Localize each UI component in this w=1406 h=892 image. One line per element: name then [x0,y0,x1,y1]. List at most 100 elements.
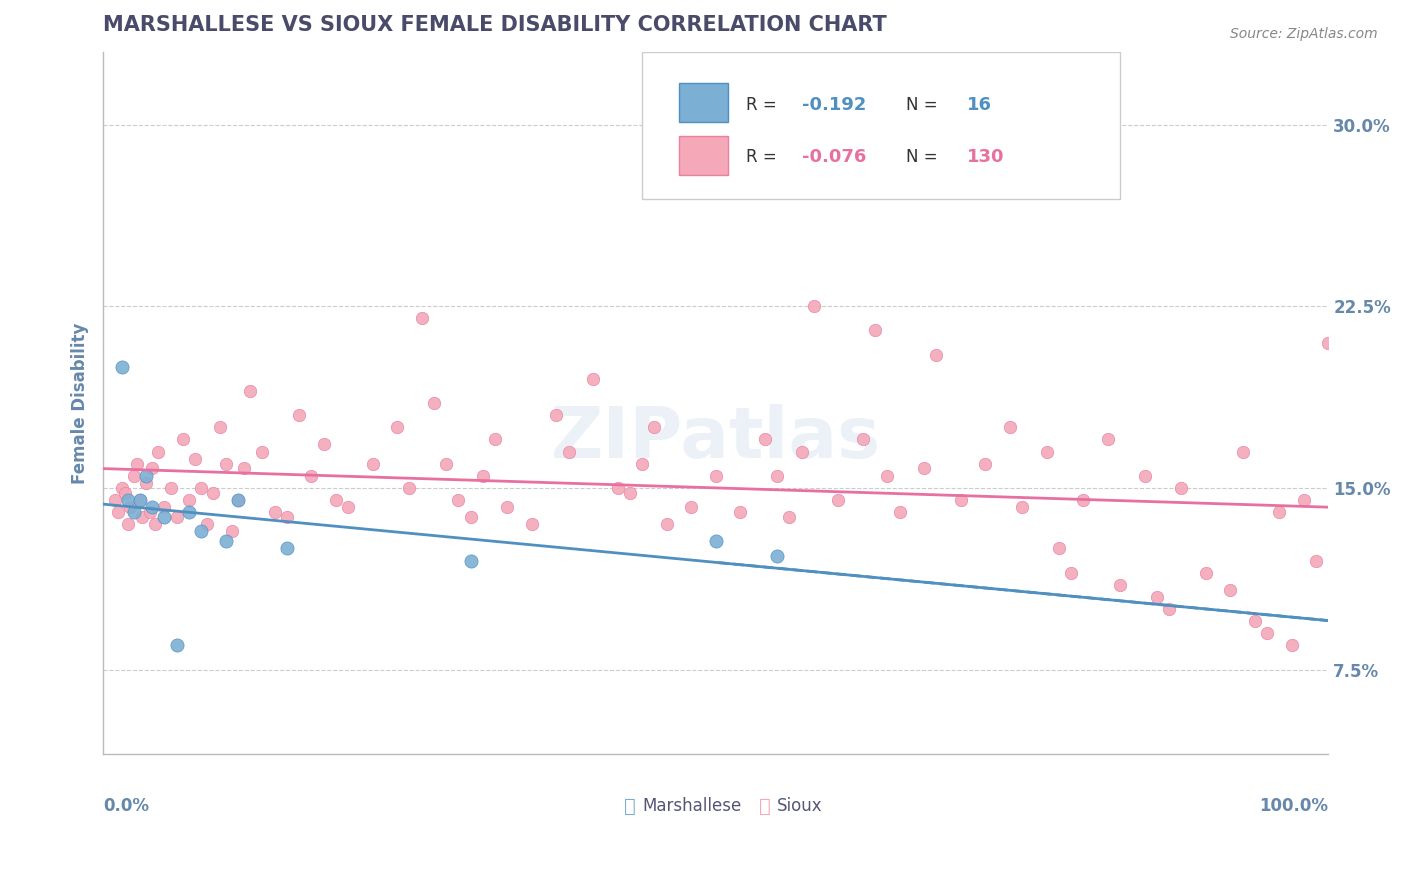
Point [704,468,727,483]
Text: R =: R = [747,148,782,166]
Text: Sioux: Sioux [778,797,823,814]
Point [852,433,875,447]
Point [1219,582,1241,597]
Point [159,481,181,495]
Point [460,553,482,567]
Point [704,534,727,549]
Point [766,549,789,563]
Point [974,457,997,471]
Point [127,457,149,471]
Point [484,433,506,447]
Text: 16: 16 [967,95,993,113]
Point [558,444,581,458]
Point [177,493,200,508]
Point [876,468,898,483]
FancyBboxPatch shape [679,136,728,175]
Text: ⬜: ⬜ [759,797,770,815]
Point [1146,590,1168,604]
Point [423,396,446,410]
Point [288,408,311,422]
Point [1073,493,1095,508]
Point [226,493,249,508]
Point [655,517,678,532]
Point [681,500,703,515]
Point [361,457,384,471]
Point [385,420,408,434]
Text: ⬜: ⬜ [624,797,636,815]
Point [141,500,163,515]
Point [582,372,605,386]
Point [110,359,132,374]
Point [117,493,139,508]
Text: Source: ZipAtlas.com: Source: ZipAtlas.com [1230,27,1378,41]
Text: R =: R = [747,95,782,113]
Text: 130: 130 [967,148,1004,166]
Point [398,481,420,495]
Point [141,461,163,475]
Point [766,468,789,483]
Point [1097,433,1119,447]
Point [312,437,335,451]
Point [202,485,225,500]
Point [754,433,776,447]
Point [411,311,433,326]
Point [1244,614,1267,628]
Point [803,299,825,313]
Point [1035,444,1057,458]
Point [471,468,494,483]
Point [1170,481,1192,495]
Point [925,348,948,362]
Text: N =: N = [905,95,942,113]
Point [606,481,628,495]
Point [827,493,849,508]
Point [299,468,322,483]
Text: -0.076: -0.076 [801,148,866,166]
Point [214,457,236,471]
Point [790,444,813,458]
Point [208,420,231,434]
Point [546,408,568,422]
Point [122,505,145,519]
Text: N =: N = [905,148,942,166]
Point [177,505,200,519]
Text: MARSHALLESE VS SIOUX FEMALE DISABILITY CORRELATION CHART: MARSHALLESE VS SIOUX FEMALE DISABILITY C… [103,15,887,35]
Text: -0.192: -0.192 [801,95,866,113]
Point [1047,541,1070,556]
Point [148,444,170,458]
Point [1159,602,1181,616]
Point [190,524,212,539]
Point [276,541,298,556]
Point [730,505,752,519]
Y-axis label: Female Disability: Female Disability [72,322,89,483]
Point [135,468,157,483]
Point [1232,444,1254,458]
Point [131,510,153,524]
Point [214,534,236,549]
Point [1268,505,1291,519]
Point [120,500,142,515]
Point [1109,578,1132,592]
Point [135,476,157,491]
Point [172,433,194,447]
Point [1281,638,1303,652]
Point [128,493,150,508]
Point [1060,566,1083,580]
Point [114,485,136,500]
Point [337,500,360,515]
Point [998,420,1021,434]
Point [447,493,470,508]
Point [117,517,139,532]
Point [460,510,482,524]
Point [107,505,129,519]
Point [1256,626,1278,640]
Point [263,505,285,519]
Point [520,517,543,532]
Point [226,493,249,508]
Point [104,493,127,508]
Point [221,524,243,539]
Point [110,481,132,495]
Point [1305,553,1327,567]
Point [122,468,145,483]
Point [619,485,641,500]
FancyBboxPatch shape [643,52,1121,199]
